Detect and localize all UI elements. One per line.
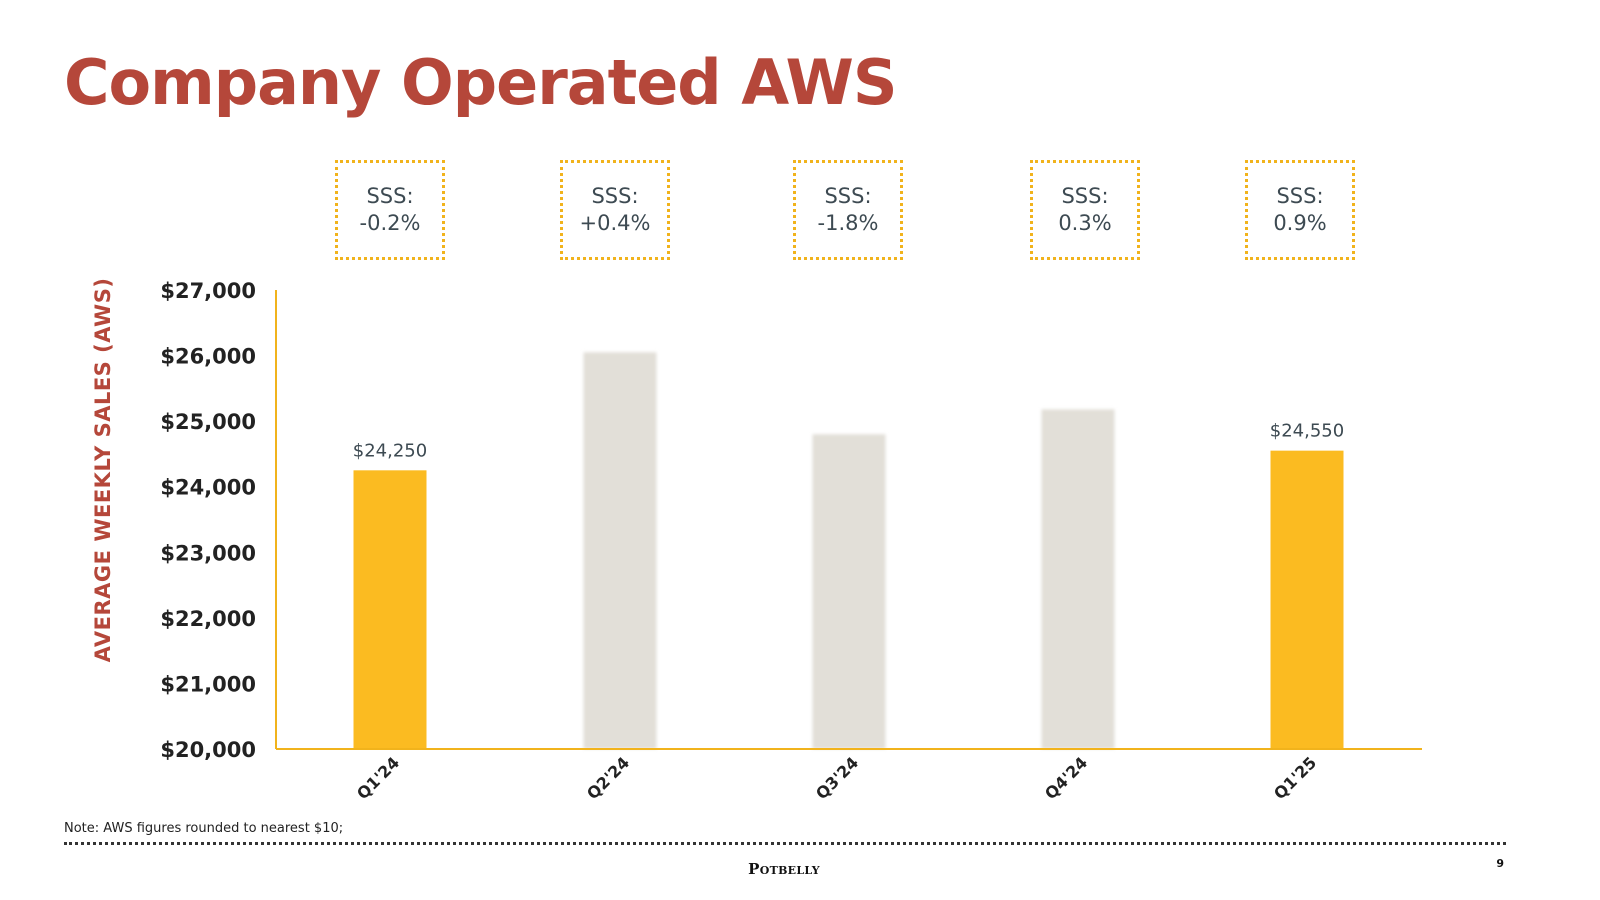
x-tick-label: Q1'24 [353, 753, 403, 803]
sss-label: SSS: [824, 184, 872, 208]
potbelly-logo: Potbelly [748, 860, 820, 878]
bar-Q4'24 [1041, 409, 1115, 749]
sss-value: -1.8% [817, 211, 879, 235]
x-tick-label: Q2'24 [583, 753, 633, 803]
sss-value: 0.9% [1273, 211, 1327, 235]
sss-value: 0.3% [1058, 211, 1112, 235]
y-tick-label: $20,000 [160, 738, 256, 762]
sss-box-q2-24: SSS: +0.4% [560, 160, 670, 260]
data-label: $24,550 [1270, 421, 1344, 442]
y-tick-label: $22,000 [160, 607, 256, 631]
bar-Q2'24 [583, 352, 657, 749]
y-tick-label: $23,000 [160, 541, 256, 565]
bar-Q3'24 [812, 434, 886, 749]
y-tick-label: $25,000 [160, 410, 256, 434]
sss-box-q3-24: SSS: -1.8% [793, 160, 903, 260]
y-tick-label: $24,000 [160, 476, 256, 500]
page-number: 9 [1496, 857, 1504, 870]
sss-label: SSS: [1276, 184, 1324, 208]
x-tick-label: Q4'24 [1041, 753, 1091, 803]
bar-Q1'24 [353, 470, 427, 749]
y-tick-label: $26,000 [160, 345, 256, 369]
sss-box-q4-24: SSS: 0.3% [1030, 160, 1140, 260]
sss-box-q1-24: SSS: -0.2% [335, 160, 445, 260]
x-tick-label: Q3'24 [812, 753, 862, 803]
sss-value: -0.2% [359, 211, 421, 235]
y-tick-label: $21,000 [160, 672, 256, 696]
sss-value: +0.4% [579, 211, 651, 235]
sss-box-q1-25: SSS: 0.9% [1245, 160, 1355, 260]
data-label: $24,250 [353, 440, 427, 461]
footnote: Note: AWS figures rounded to nearest $10… [64, 821, 344, 836]
bar-Q1'25 [1270, 450, 1344, 749]
y-tick-label: $27,000 [160, 279, 256, 303]
x-tick-label: Q1'25 [1270, 753, 1320, 803]
sss-label: SSS: [1061, 184, 1109, 208]
sss-label: SSS: [366, 184, 414, 208]
footer-divider [64, 842, 1506, 845]
sss-label: SSS: [591, 184, 639, 208]
page-title: Company Operated AWS [64, 46, 897, 119]
